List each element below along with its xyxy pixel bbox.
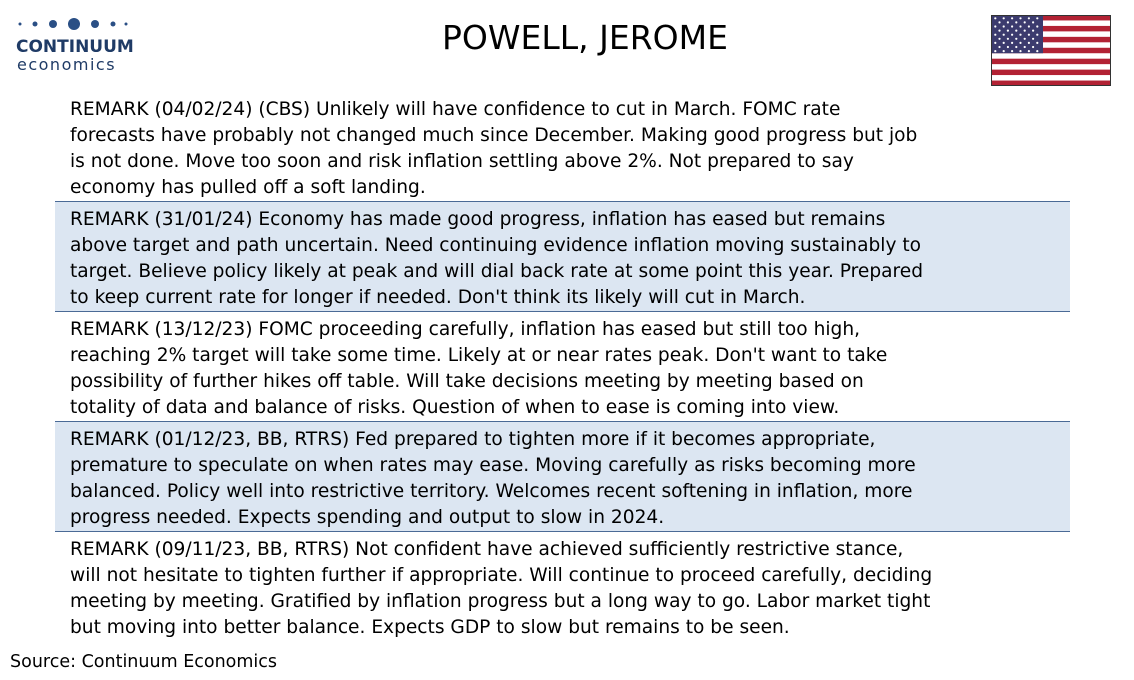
remarks: REMARK (04/02/24) (CBS) Unlikely will ha…	[55, 92, 1070, 642]
remark-line: balanced. Policy well into restrictive t…	[70, 481, 913, 502]
remark-line: economy has pulled off a soft landing.	[70, 177, 426, 198]
remark-line: REMARK (31/01/24) Economy has made good …	[70, 209, 886, 230]
remark-line: totality of data and balance of risks. Q…	[70, 397, 840, 418]
title: POWELL, JEROME	[442, 18, 728, 57]
remark-line: REMARK (04/02/24) (CBS) Unlikely will ha…	[70, 99, 841, 120]
logo-tagline: economics	[17, 55, 116, 74]
logo-name: CONTINUUM	[16, 37, 134, 57]
remark: REMARK (04/02/24) (CBS) Unlikely will ha…	[55, 92, 1070, 202]
remark-line: REMARK (13/12/23) FOMC proceeding carefu…	[70, 319, 861, 340]
remark-line: REMARK (09/11/23, BB, RTRS) Not confiden…	[70, 539, 904, 560]
remark-line: target. Believe policy likely at peak an…	[70, 261, 924, 282]
logo: CONTINUUM economics	[16, 18, 134, 74]
remark-line: progress needed. Expects spending and ou…	[70, 507, 665, 528]
remark: REMARK (31/01/24) Economy has made good …	[55, 202, 1070, 312]
remark-line: above target and path uncertain. Need co…	[70, 235, 922, 256]
remark: REMARK (13/12/23) FOMC proceeding carefu…	[55, 312, 1070, 422]
source: Source: Continuum Economics	[10, 652, 278, 672]
remark-line: REMARK (01/12/23, BB, RTRS) Fed prepared…	[70, 429, 876, 450]
remark-line: will not hesitate to tighten further if …	[70, 565, 933, 586]
remark-line: is not done. Move too soon and risk infl…	[70, 151, 854, 172]
us-flag	[991, 15, 1111, 86]
remark-line: possibility of further hikes off table. …	[70, 371, 864, 392]
remark: REMARK (01/12/23, BB, RTRS) Fed prepared…	[55, 422, 1070, 532]
remark: REMARK (09/11/23, BB, RTRS) Not confiden…	[55, 532, 1070, 642]
remark-line: to keep current rate for longer if neede…	[70, 287, 806, 308]
remark-line: forecasts have probably not changed much…	[70, 125, 918, 146]
remark-line: meeting by meeting. Gratified by inflati…	[70, 591, 931, 612]
remark-line: but moving into better balance. Expects …	[70, 617, 790, 638]
remark-line: reaching 2% target will take some time. …	[70, 345, 888, 366]
remark-line: premature to speculate on when rates may…	[70, 455, 916, 476]
